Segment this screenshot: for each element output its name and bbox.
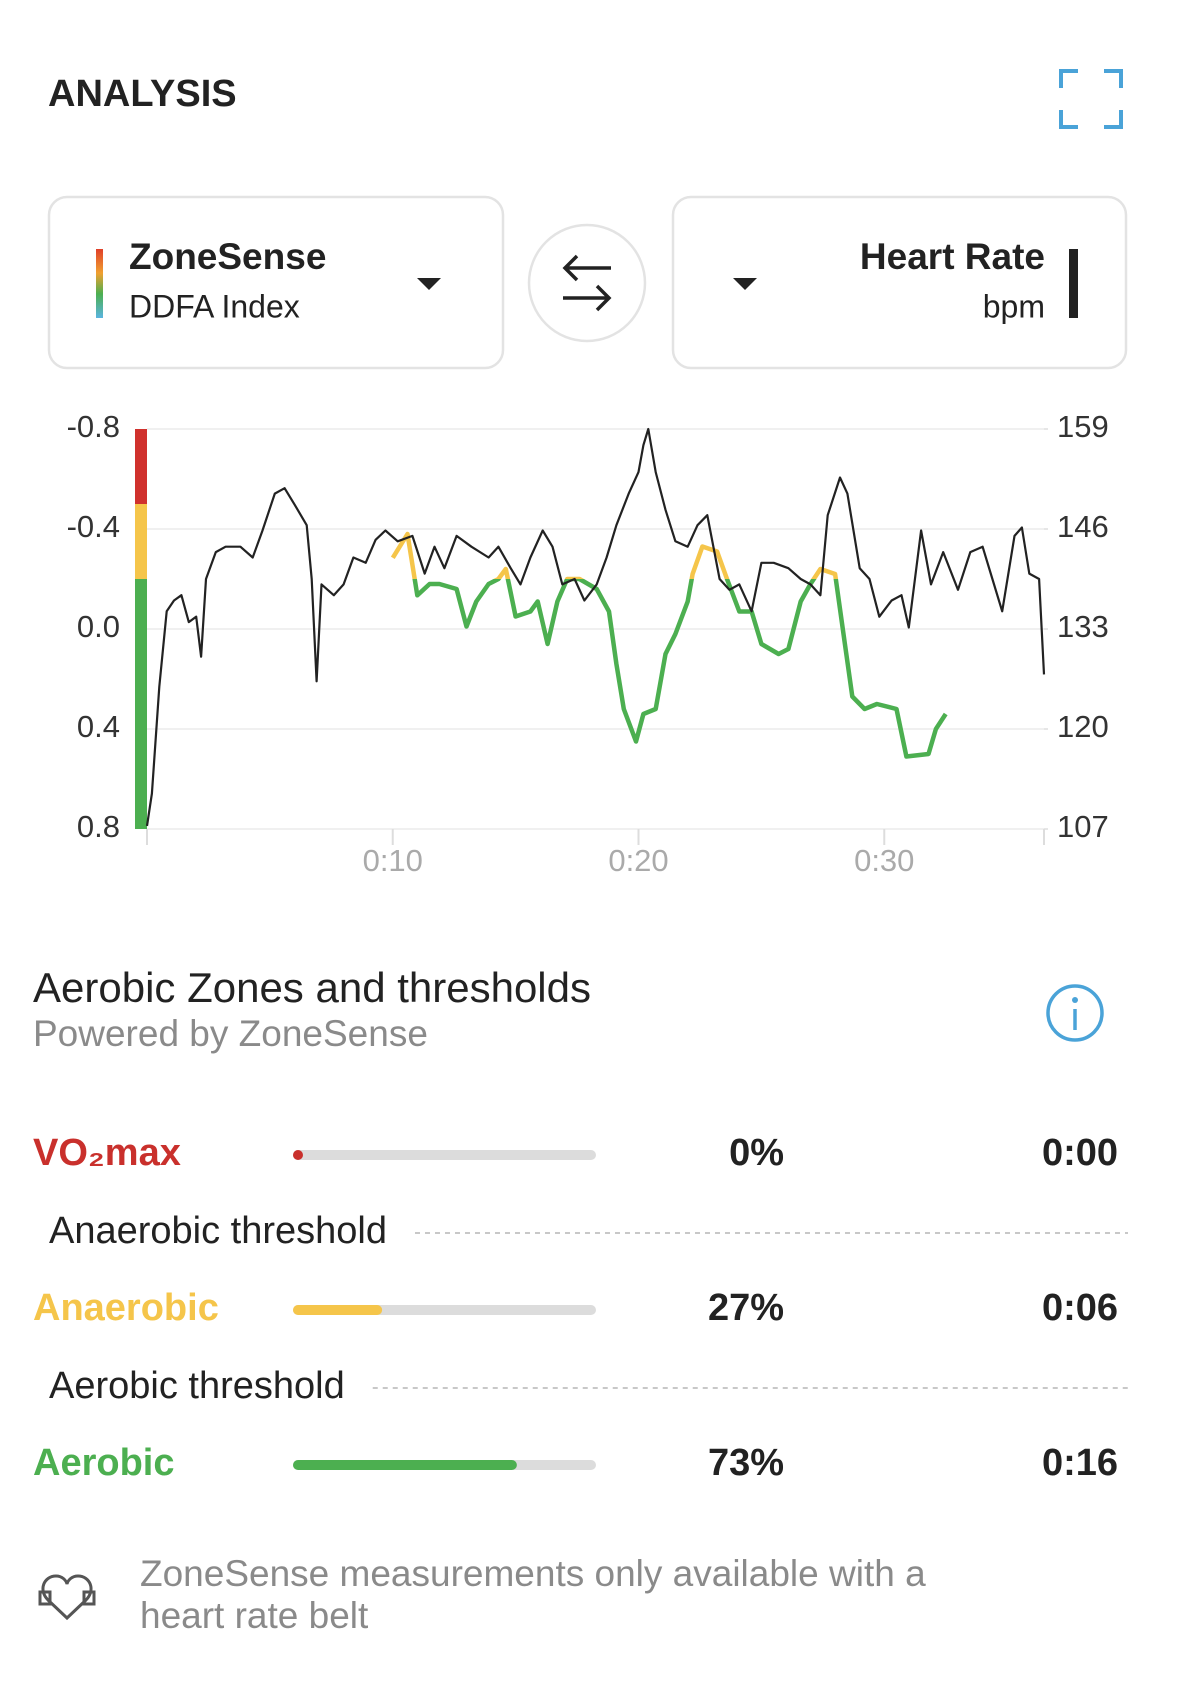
x-tick-label: 0:20: [608, 843, 668, 878]
expand-button[interactable]: [1059, 69, 1123, 129]
zones-subtitle: Powered by ZoneSense: [33, 1013, 428, 1054]
zone-band: [135, 504, 147, 579]
dropdown-arrow: [417, 278, 441, 290]
zone-name: VO₂max: [33, 1132, 181, 1174]
zone-band: [135, 429, 147, 504]
metric-subtitle: DDFA Index: [129, 288, 300, 324]
heart-rate-line: [145, 427, 1046, 827]
ddfa-line: [390, 531, 948, 759]
swap-button[interactable]: [527, 223, 647, 343]
metric-name: Heart Rate: [860, 236, 1045, 277]
footer-note: heart rate belt: [140, 1595, 369, 1636]
left-selector[interactable]: ZoneSense DDFA Index: [47, 195, 505, 370]
right-selector[interactable]: Heart Rate bpm: [671, 195, 1128, 370]
zone-band: [135, 579, 147, 829]
zones-title: Aerobic Zones and thresholds: [33, 964, 591, 1011]
y-tick-label: 0.0: [77, 609, 120, 644]
info-button[interactable]: [1046, 984, 1104, 1042]
zone-name: Anaerobic: [33, 1287, 219, 1329]
metric-name: ZoneSense: [129, 236, 326, 277]
zone-time: 0:06: [1042, 1287, 1118, 1329]
zone-percent: 0%: [729, 1132, 784, 1174]
threshold-label: Anaerobic threshold: [49, 1210, 387, 1252]
zonesense-icon: [96, 249, 103, 318]
heart-icon: [38, 1574, 96, 1621]
y-tick-label: 0.4: [77, 709, 120, 744]
zone-time: 0:00: [1042, 1132, 1118, 1174]
threshold-label: Aerobic threshold: [49, 1365, 345, 1407]
zones-list: VO₂max 0% 0:00 Anaerobic 27% 0:06 Aerobic 73% 0:…: [33, 1132, 1128, 1484]
heart-rate-icon: [1069, 249, 1078, 318]
zone-percent: 73%: [708, 1442, 784, 1484]
x-tick-label: 0:30: [854, 843, 914, 878]
y-tick-label: -0.4: [67, 509, 120, 544]
y2-tick-label: 146: [1057, 509, 1109, 544]
y-tick-label: 0.8: [77, 809, 120, 844]
zone-percent: 27%: [708, 1287, 784, 1329]
y2-tick-label: 107: [1057, 809, 1109, 844]
footer-note: ZoneSense measurements only available wi…: [140, 1553, 926, 1594]
y-tick-label: -0.8: [67, 409, 120, 444]
x-tick-label: 0:10: [363, 843, 423, 878]
section-title: ANALYSIS: [48, 73, 237, 115]
y2-tick-label: 133: [1057, 609, 1109, 644]
y2-tick-label: 120: [1057, 709, 1109, 744]
zone-time: 0:16: [1042, 1442, 1118, 1484]
chart: -0.8 -0.4 0.0 0.4 0.8 107 120 133 146 159 0:10 0:20…: [67, 409, 1109, 878]
zone-name: Aerobic: [33, 1442, 174, 1484]
y2-tick-label: 159: [1057, 409, 1109, 444]
dropdown-arrow: [733, 278, 757, 290]
metric-unit: bpm: [983, 288, 1045, 324]
